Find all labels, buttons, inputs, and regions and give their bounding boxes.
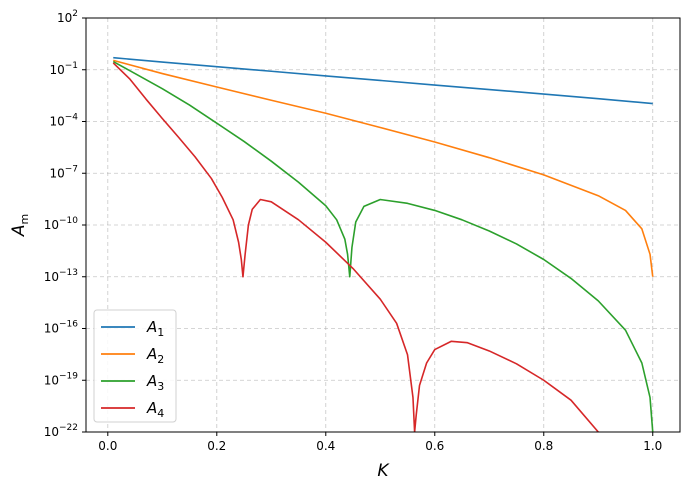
x-tick-label: 0.0 bbox=[98, 439, 117, 453]
legend-label-a2: A2 bbox=[146, 345, 164, 366]
x-tick-label: 0.8 bbox=[534, 439, 553, 453]
legend: A1 A2 A3 A4 bbox=[93, 309, 177, 423]
y-tick-label: 10−19 bbox=[44, 371, 79, 387]
legend-label-a1: A1 bbox=[146, 318, 164, 339]
y-tick-label: 10−10 bbox=[44, 216, 79, 232]
series-line-a4 bbox=[112, 62, 599, 432]
x-axis-ticks: 0.0 0.2 0.4 0.6 0.8 1.0 bbox=[98, 432, 662, 453]
y-axis-ticks: 10−22 10−19 10−16 10−13 10−10 10−7 10−4 10−1 102 bbox=[44, 9, 86, 439]
series-line-a1 bbox=[113, 56, 653, 105]
series-line-a3 bbox=[112, 60, 654, 432]
legend-label-a4: A4 bbox=[146, 399, 164, 420]
series-layer bbox=[112, 56, 654, 432]
y-tick-label: 10−22 bbox=[44, 423, 78, 439]
legend-box bbox=[93, 309, 177, 423]
y-axis-label: Am bbox=[9, 214, 31, 237]
y-tick-label: 10−7 bbox=[49, 164, 78, 180]
y-tick-label: 10−1 bbox=[49, 61, 78, 77]
x-tick-label: 0.4 bbox=[316, 439, 335, 453]
y-tick-label: 10−4 bbox=[49, 113, 78, 129]
legend-label-a3: A3 bbox=[146, 372, 164, 393]
x-axis-label: K bbox=[377, 461, 390, 481]
x-tick-label: 0.2 bbox=[207, 439, 226, 453]
x-tick-label: 0.6 bbox=[425, 439, 444, 453]
y-tick-label: 10−13 bbox=[44, 268, 78, 284]
x-tick-label: 1.0 bbox=[643, 439, 662, 453]
y-tick-label: 10−16 bbox=[44, 320, 79, 336]
series-line-a2 bbox=[113, 59, 654, 277]
y-tick-label: 102 bbox=[57, 9, 78, 25]
